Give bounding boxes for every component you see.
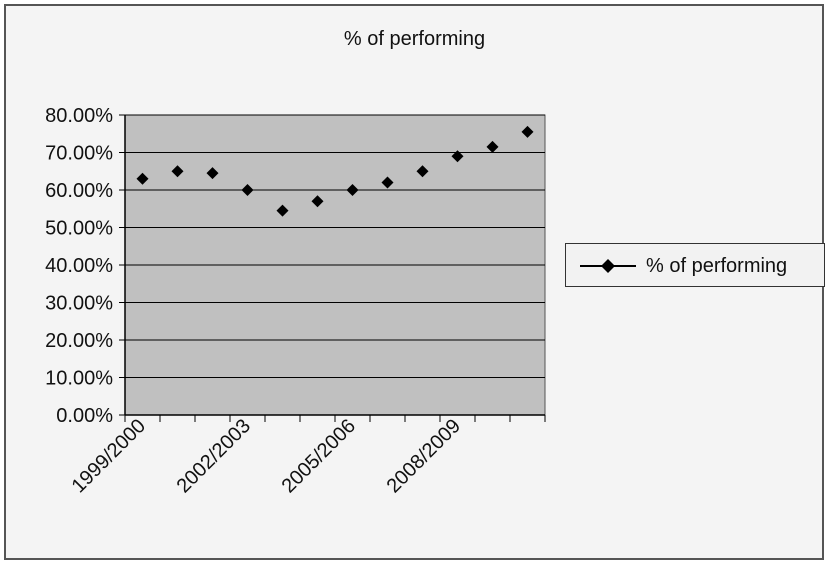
- legend: % of performing: [565, 243, 825, 287]
- data-point: [241, 184, 254, 196]
- data-point: [346, 184, 359, 196]
- data-point: [136, 172, 149, 185]
- x-tick-label: 2008/2009: [383, 415, 465, 497]
- y-tick-label: 60.00%: [45, 180, 113, 202]
- data-point: [206, 167, 219, 180]
- legend-label: % of performing: [646, 255, 788, 277]
- data-point: [171, 165, 184, 178]
- chart-title: % of performing: [343, 28, 486, 50]
- y-tick-label: 50.00%: [45, 218, 113, 240]
- data-point: [311, 195, 324, 208]
- data-point: [486, 140, 499, 153]
- data-point: [381, 176, 394, 189]
- y-tick-label: 0.00%: [56, 405, 113, 427]
- data-point: [451, 150, 464, 163]
- legend-marker-icon: [580, 259, 636, 273]
- y-tick-label: 80.00%: [45, 105, 113, 127]
- y-tick-label: 30.00%: [45, 293, 113, 315]
- y-tick-label: 10.00%: [45, 368, 113, 390]
- y-tick-label: 40.00%: [45, 255, 113, 277]
- y-tick-label: 70.00%: [45, 143, 113, 165]
- x-tick-label: 2005/2006: [278, 415, 360, 497]
- data-point: [276, 204, 289, 217]
- x-tick-label: 1999/2000: [68, 415, 150, 497]
- y-tick-label: 20.00%: [45, 330, 113, 352]
- data-point: [521, 125, 534, 138]
- x-tick-label: 2002/2003: [173, 415, 255, 497]
- data-point: [416, 165, 429, 178]
